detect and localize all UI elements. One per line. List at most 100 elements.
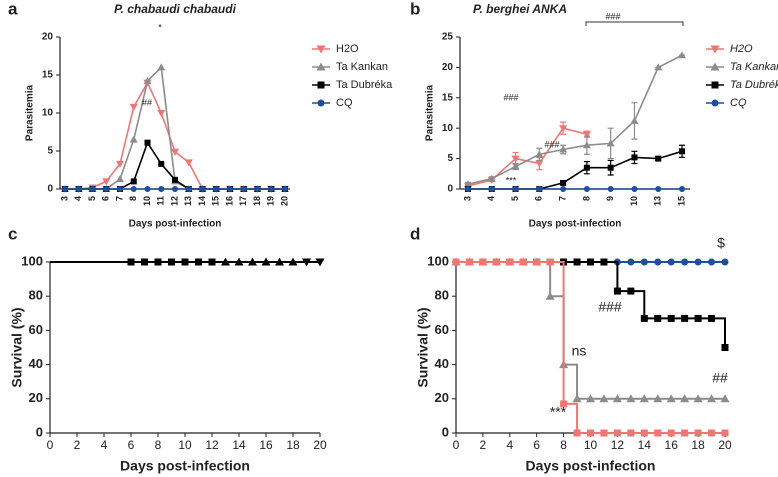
data-point [488,186,495,192]
data-point [654,429,662,437]
data-point [573,258,581,266]
data-point [626,394,636,403]
legend-label: Ta Kankan [730,61,778,73]
legend-marker [316,45,326,54]
data-point [185,186,192,192]
x-tick-label: 4 [101,438,108,452]
x-tick-label: 20 [313,438,327,452]
data-point [600,258,608,266]
x-tick-label: 9 [605,196,615,201]
y-tick-label: 5 [447,153,453,164]
annotation: ### [544,139,559,149]
data-point [721,258,729,266]
data-point [465,258,473,266]
legend-marker [711,81,719,89]
data-point [89,186,96,192]
data-point [600,429,608,437]
x-tick-label: 10 [584,438,598,452]
data-point [254,186,261,192]
x-tick-label: 2 [74,438,81,452]
panel-label: c [8,224,17,243]
y-tick-label: 20 [29,390,43,405]
annotation: *** [550,404,567,420]
data-point [208,258,216,266]
data-point [512,186,519,192]
panel-label: d [410,224,420,243]
data-point [141,258,148,266]
x-tick-label: 7 [114,196,124,201]
data-point [75,186,82,192]
x-tick-label: 15 [211,196,221,206]
series-line [467,127,588,187]
data-point [62,186,68,192]
data-point [583,164,590,171]
x-tick-label: 20 [718,438,732,452]
data-point [116,175,124,183]
y-tick-label: 40 [435,356,449,371]
data-point [103,186,110,192]
data-point [130,186,137,192]
data-point [172,186,178,192]
data-point [680,394,690,403]
data-point [654,314,662,322]
y-tick-label: 0 [447,184,453,195]
data-point [573,429,581,437]
data-point [613,429,621,437]
data-point [654,258,662,266]
data-point [678,51,686,59]
series-line [467,54,683,185]
data-point [587,258,594,266]
x-tick-label: 2 [480,438,487,452]
x-tick-label: 4 [506,438,513,452]
annotation: ## [712,370,728,386]
legend-label: Ta Dubréka [336,79,393,91]
data-point [586,394,595,403]
data-point [465,186,471,192]
x-tick-label: 11 [156,196,166,206]
data-point [288,257,298,266]
x-tick-label: 6 [101,196,111,201]
y-axis-label: Survival (%) [9,307,25,387]
y-tick-label: 5 [47,146,53,157]
data-point [613,287,621,295]
series-line [456,261,725,434]
annotation: ### [605,11,620,21]
x-tick-label: 6 [534,196,544,201]
data-point [666,394,676,403]
data-point [708,429,716,437]
data-point [681,258,689,266]
x-tick-label: 14 [197,196,207,206]
y-tick-label: 40 [29,356,43,371]
x-tick-label: 13 [653,196,663,206]
x-tick-label: 13 [183,196,193,206]
data-point [535,160,544,168]
y-tick-label: 100 [21,253,43,268]
data-point [694,314,702,322]
data-point [144,139,151,146]
data-point [653,394,663,403]
x-tick-label: 5 [87,196,97,201]
y-tick-label: 25 [442,32,454,43]
legend-marker [710,62,720,71]
y-tick-label: 0 [47,184,53,195]
data-point [511,155,520,163]
data-point [129,135,138,143]
legend-marker [317,99,325,107]
y-axis-label: Parasitemia [425,84,436,141]
data-point [171,148,179,156]
x-tick-label: 3 [462,196,472,201]
x-tick-label: 18 [286,438,300,452]
y-tick-label: 60 [29,322,43,337]
data-point [227,186,233,192]
x-axis-label: Days post-infection [526,458,656,474]
annotation: $ [717,235,725,251]
x-tick-label: 10 [178,438,192,452]
annotation: ### [598,299,622,315]
data-point [248,257,257,266]
data-point [667,314,675,322]
data-point [655,155,662,162]
legend-label: Ta Kankan [336,61,388,73]
annotation: ### [503,92,518,102]
panel-label: b [410,0,420,18]
x-tick-label: 15 [676,196,686,206]
